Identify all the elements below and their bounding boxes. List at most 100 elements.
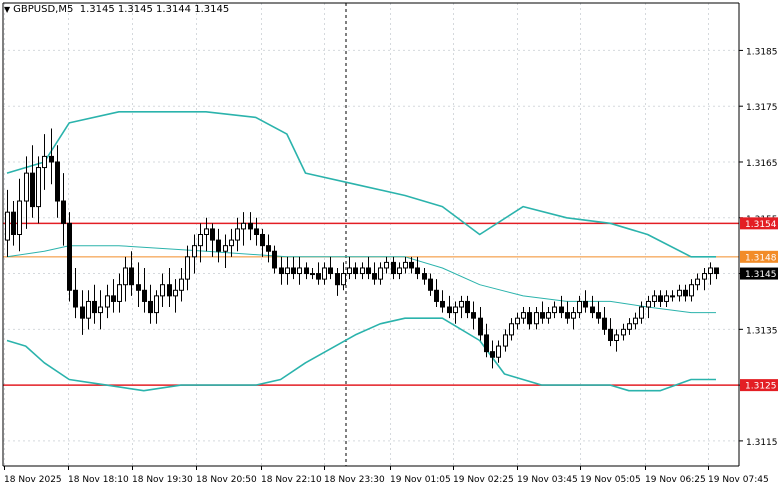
candle	[695, 273, 700, 291]
candle	[577, 295, 582, 319]
candle	[11, 201, 16, 246]
candle	[98, 290, 103, 330]
candle-body-down	[484, 334, 489, 353]
candle	[111, 279, 116, 313]
candle-body-down	[391, 261, 396, 275]
candle	[173, 279, 178, 313]
level-tag-label: 1.3125	[745, 382, 777, 392]
y-tick-label: 1.3185	[746, 47, 778, 57]
candle	[36, 156, 41, 224]
candle	[223, 234, 228, 268]
candle-body-up	[459, 300, 464, 308]
bid-tag-label: 1.3145	[745, 270, 777, 280]
candle	[167, 267, 172, 308]
candle	[428, 273, 433, 296]
triangle-down-icon[interactable]: ▼	[4, 5, 11, 14]
candle	[372, 262, 377, 285]
candle-body-down	[602, 317, 607, 330]
candle-body-up	[571, 312, 576, 319]
candle-body-down	[30, 172, 35, 208]
candle-body-down	[583, 300, 588, 308]
candle	[652, 290, 657, 308]
candle	[279, 256, 284, 285]
candle	[583, 290, 588, 313]
candle	[714, 267, 719, 280]
candle-body-up	[17, 200, 22, 235]
candle	[148, 284, 153, 324]
candle-body-down	[447, 306, 452, 314]
y-tick-label: 1.3165	[746, 159, 778, 169]
candle-body-down	[353, 267, 358, 275]
candle-body-down	[559, 306, 564, 314]
candle	[24, 156, 29, 229]
x-tick-label: 19 Nov 02:25	[453, 475, 514, 485]
candle	[322, 262, 327, 285]
candle-body-down	[478, 317, 483, 336]
candle-body-down	[216, 239, 221, 252]
candle-body-up	[397, 267, 402, 275]
price-tags: 1.3154 1.3125 1.3148 1.3145	[740, 217, 778, 392]
candle-body-up	[702, 273, 707, 280]
candle	[546, 307, 551, 324]
candle-body-down	[55, 161, 60, 202]
candle-body-down	[61, 200, 66, 224]
candle	[117, 273, 122, 313]
candle	[229, 228, 234, 257]
candle-body-down	[67, 222, 72, 291]
candle	[123, 256, 128, 302]
candle-body-up	[98, 306, 103, 314]
candle-body-down	[471, 312, 476, 319]
candle-body-down	[148, 300, 153, 314]
candle	[527, 307, 532, 330]
candle-body-down	[415, 267, 420, 275]
candle	[378, 262, 383, 285]
candle	[185, 245, 190, 291]
candle-body-down	[490, 351, 495, 358]
candle-body-up	[664, 295, 669, 302]
candle-body-up	[241, 222, 246, 230]
candle	[384, 256, 389, 274]
y-tick-label: 1.3175	[746, 103, 778, 113]
candle	[49, 128, 54, 185]
candle-body-up	[621, 328, 626, 336]
level-tag: 1.3125	[740, 379, 778, 392]
candle-body-up	[117, 284, 122, 302]
level-tag-bg	[740, 217, 778, 230]
candle-body-down	[714, 267, 719, 275]
candle	[403, 256, 408, 274]
candle	[30, 145, 35, 218]
candle	[596, 301, 601, 324]
candle-body-up	[384, 261, 389, 269]
band-lower	[6, 317, 716, 392]
level-tag-bg	[740, 250, 778, 263]
candle-body-up	[689, 284, 694, 297]
candle	[86, 290, 91, 330]
candle-body-down	[80, 306, 85, 319]
level-tag-bg	[740, 379, 778, 392]
x-tick-label: 19 Nov 01:05	[390, 475, 451, 485]
candle	[391, 256, 396, 280]
candle-body-up	[105, 295, 110, 308]
x-tick-label: 19 Nov 07:45	[708, 475, 769, 485]
time-axis[interactable]: 18 Nov 2025 18 Nov 18:10 18 Nov 19:30 18 No…	[4, 466, 769, 485]
candle-body-down	[254, 228, 259, 236]
candle-body-up	[229, 239, 234, 247]
candle-body-down	[279, 267, 284, 275]
candle	[459, 295, 464, 319]
candle-body-down	[49, 155, 54, 163]
band-upper	[6, 111, 716, 258]
candle	[633, 312, 638, 330]
candle-body-up	[708, 267, 713, 275]
x-tick-label: 18 Nov 2025	[4, 475, 62, 485]
candle	[5, 189, 10, 257]
candle	[310, 267, 315, 280]
candle	[366, 256, 371, 280]
candle-body-up	[160, 284, 165, 297]
candle-body-up	[185, 256, 190, 280]
candle-body-down	[272, 250, 277, 269]
candle	[360, 262, 365, 280]
candle	[509, 318, 514, 341]
candle	[639, 301, 644, 324]
candle	[621, 323, 626, 341]
